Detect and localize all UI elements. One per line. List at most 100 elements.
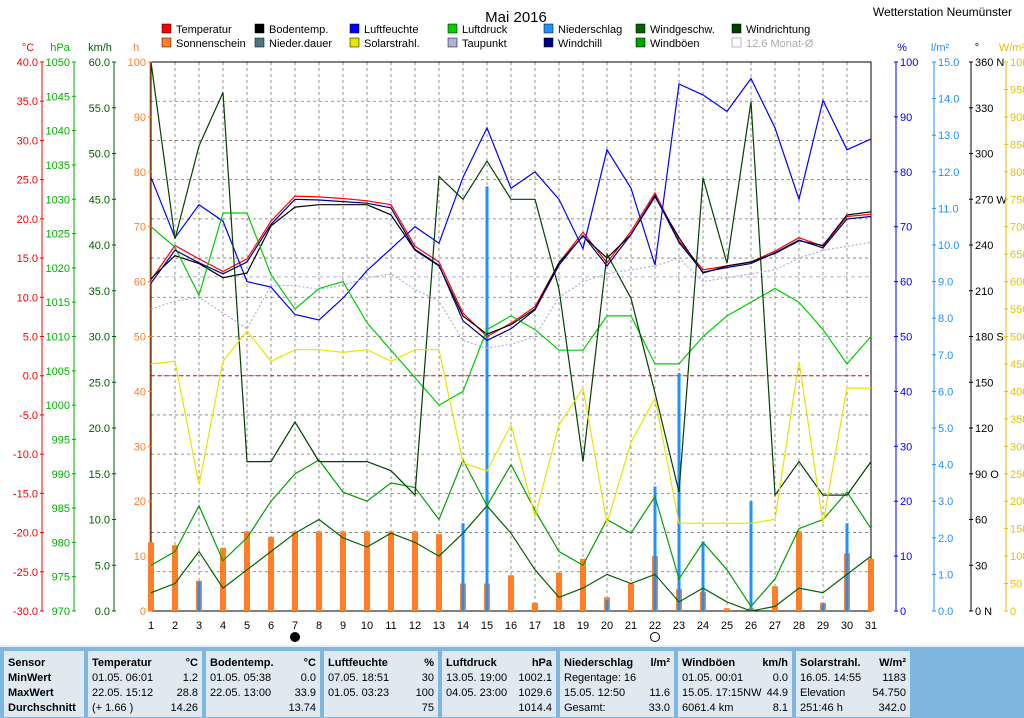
axis-tick-label: 80 (134, 167, 146, 179)
stats-time: 01.05. 06:01 (92, 672, 154, 684)
stats-value: 13.74 (288, 702, 316, 714)
x-tick-label: 14 (457, 620, 469, 632)
statistics-panel: Sensor MinWert MaxWert Durchschnitt Temp… (0, 647, 1024, 718)
x-tick-label: 23 (673, 620, 685, 632)
stats-value: 1014.4 (518, 702, 552, 714)
axis-tick-label: 50 (1010, 579, 1022, 591)
x-tick-label: 9 (340, 620, 346, 632)
axis-tick-label: 1000 (46, 400, 70, 412)
axis-unit-label: h (133, 42, 139, 54)
axis-tick-label: 970 (52, 606, 70, 618)
sunshine-bar (796, 531, 802, 611)
axis-tick-label: 350 (1010, 414, 1024, 426)
axis-tick-label: 10 (134, 551, 146, 563)
axis-tick-label: 750 (1010, 194, 1024, 206)
stats-value: 8.1 (772, 702, 788, 714)
stats-time: 07.05. 18:51 (328, 672, 390, 684)
axis-tick-label: 270 W (975, 194, 1007, 206)
axis-tick-label: 60 (975, 515, 987, 527)
legend-label: Windrichtung (746, 24, 810, 36)
axis-tick-label: 60 (134, 277, 146, 289)
precipitation-bar (197, 581, 201, 611)
stats-value: 14.26 (170, 702, 198, 714)
axis-unit-label: l/m² (931, 42, 950, 54)
legend-swatch (254, 37, 265, 48)
axis-tick-label: 14.0 (938, 94, 959, 106)
precipitation-bar (461, 523, 465, 611)
axis-tick-label: 20.0 (89, 423, 110, 435)
series-line-windchill (150, 194, 872, 342)
stats-value: 0.0 (300, 672, 316, 684)
axis-tick-label: 0.0 (23, 371, 38, 383)
stats-time: 04.05. 23:00 (446, 687, 508, 699)
legend-swatch (635, 37, 646, 48)
axis-tick-label: 100 (1010, 551, 1024, 563)
axis-tick-label: 1000 (1010, 57, 1024, 69)
stats-value: 1002.1 (518, 672, 552, 684)
stats-value: 30 (421, 672, 434, 684)
axis-unit-label: ° (975, 42, 979, 54)
axis-tick-label: 990 (52, 469, 70, 481)
axis-tick-label: 360 N (975, 57, 1004, 69)
axis-tick-label: 1020 (46, 263, 70, 275)
stats-unit: l/m² (650, 657, 670, 669)
axis-tick-label: 90 (134, 112, 146, 124)
legend-swatch (731, 23, 742, 34)
legend-swatch (635, 23, 646, 34)
stats-title: Niederschlag (564, 657, 634, 669)
stats-time: 22.05. 13:00 (210, 687, 272, 699)
axis-tick-label: 11.0 (938, 203, 959, 215)
legend-label: Bodentemp. (269, 24, 328, 36)
axis-tick-label: 10.0 (89, 515, 110, 527)
stats-block: Luftdruck hPa 13.05. 19:00 1002.1 04.05. 23:… (442, 651, 556, 717)
stats-value: 44.9 (766, 687, 788, 699)
stats-unit: % (424, 657, 434, 669)
stats-time: 01.05. 05:38 (210, 672, 272, 684)
axis-tick-label: 0 (140, 606, 146, 618)
sunshine-bar (436, 534, 442, 611)
stats-time: 01.05. 03:23 (328, 687, 390, 699)
legend-swatch (447, 23, 458, 34)
axis-tick-label: 1025 (46, 229, 70, 241)
sunshine-bar (532, 602, 538, 611)
x-tick-label: 26 (745, 620, 757, 632)
axis-tick-label: 13.0 (938, 130, 959, 142)
stats-value: 1029.6 (518, 687, 552, 699)
legend-swatch (254, 23, 265, 34)
x-tick-label: 15 (481, 620, 493, 632)
x-tick-label: 19 (577, 620, 589, 632)
station-name: Wetterstation Neumünster (873, 5, 1012, 19)
stats-title: Luftfeuchte (328, 657, 388, 669)
axis-tick-label: 150 (975, 377, 993, 389)
axis-unit-label: °C (22, 42, 34, 54)
stats-time: 15.05. 17:15NW (682, 687, 762, 699)
axis-tick-label: 10 (900, 551, 912, 563)
axis-tick-label: 5.0 (23, 332, 38, 344)
sunshine-bar (772, 586, 778, 611)
sunshine-bar (340, 531, 346, 611)
x-tick-label: 7 (292, 620, 298, 632)
legend-label: Solarstrahl. (364, 38, 420, 50)
stats-unit: °C (303, 657, 316, 669)
legend-label: Niederschlag (558, 24, 622, 36)
sunshine-bar (364, 531, 370, 611)
legend-label: Temperatur (176, 24, 232, 36)
axis-tick-label: 400 (1010, 386, 1024, 398)
axis-tick-label: 330 (975, 103, 993, 115)
axis-tick-label: 0 (900, 606, 906, 618)
axis-tick-label: 20.0 (17, 214, 38, 226)
axis-tick-label: 100 (900, 57, 918, 69)
axis-tick-label: 1050 (46, 57, 70, 69)
x-tick-label: 21 (625, 620, 637, 632)
axis-tick-label: 20 (134, 496, 146, 508)
series-line-solarstrahl (150, 330, 871, 524)
stats-unit: km/h (762, 657, 788, 669)
x-tick-label: 22 (649, 620, 661, 632)
sunshine-bar (868, 558, 874, 611)
stats-time: 13.05. 19:00 (446, 672, 508, 684)
legend-label: Luftfeuchte (364, 24, 418, 36)
axis-tick-label: 1.0 (938, 569, 953, 581)
stats-time: 22.05. 15:12 (92, 687, 154, 699)
precipitation-bar (653, 486, 657, 611)
axis-tick-label: 240 (975, 240, 993, 252)
